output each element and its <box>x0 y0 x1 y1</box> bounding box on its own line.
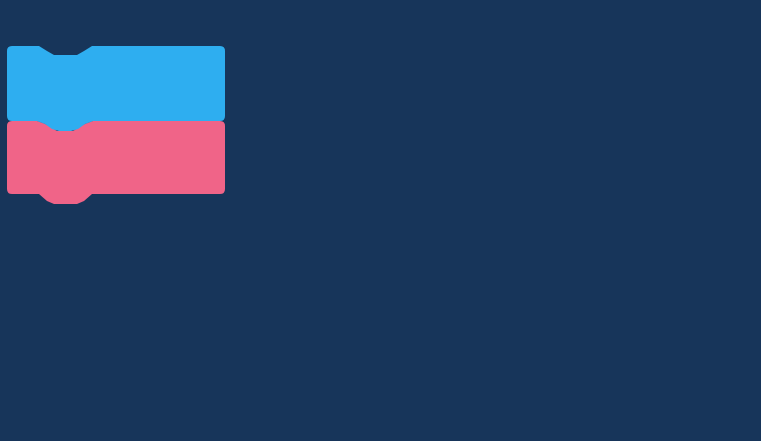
code-block-blue[interactable] <box>7 46 225 131</box>
code-block-pink[interactable] <box>7 121 225 204</box>
